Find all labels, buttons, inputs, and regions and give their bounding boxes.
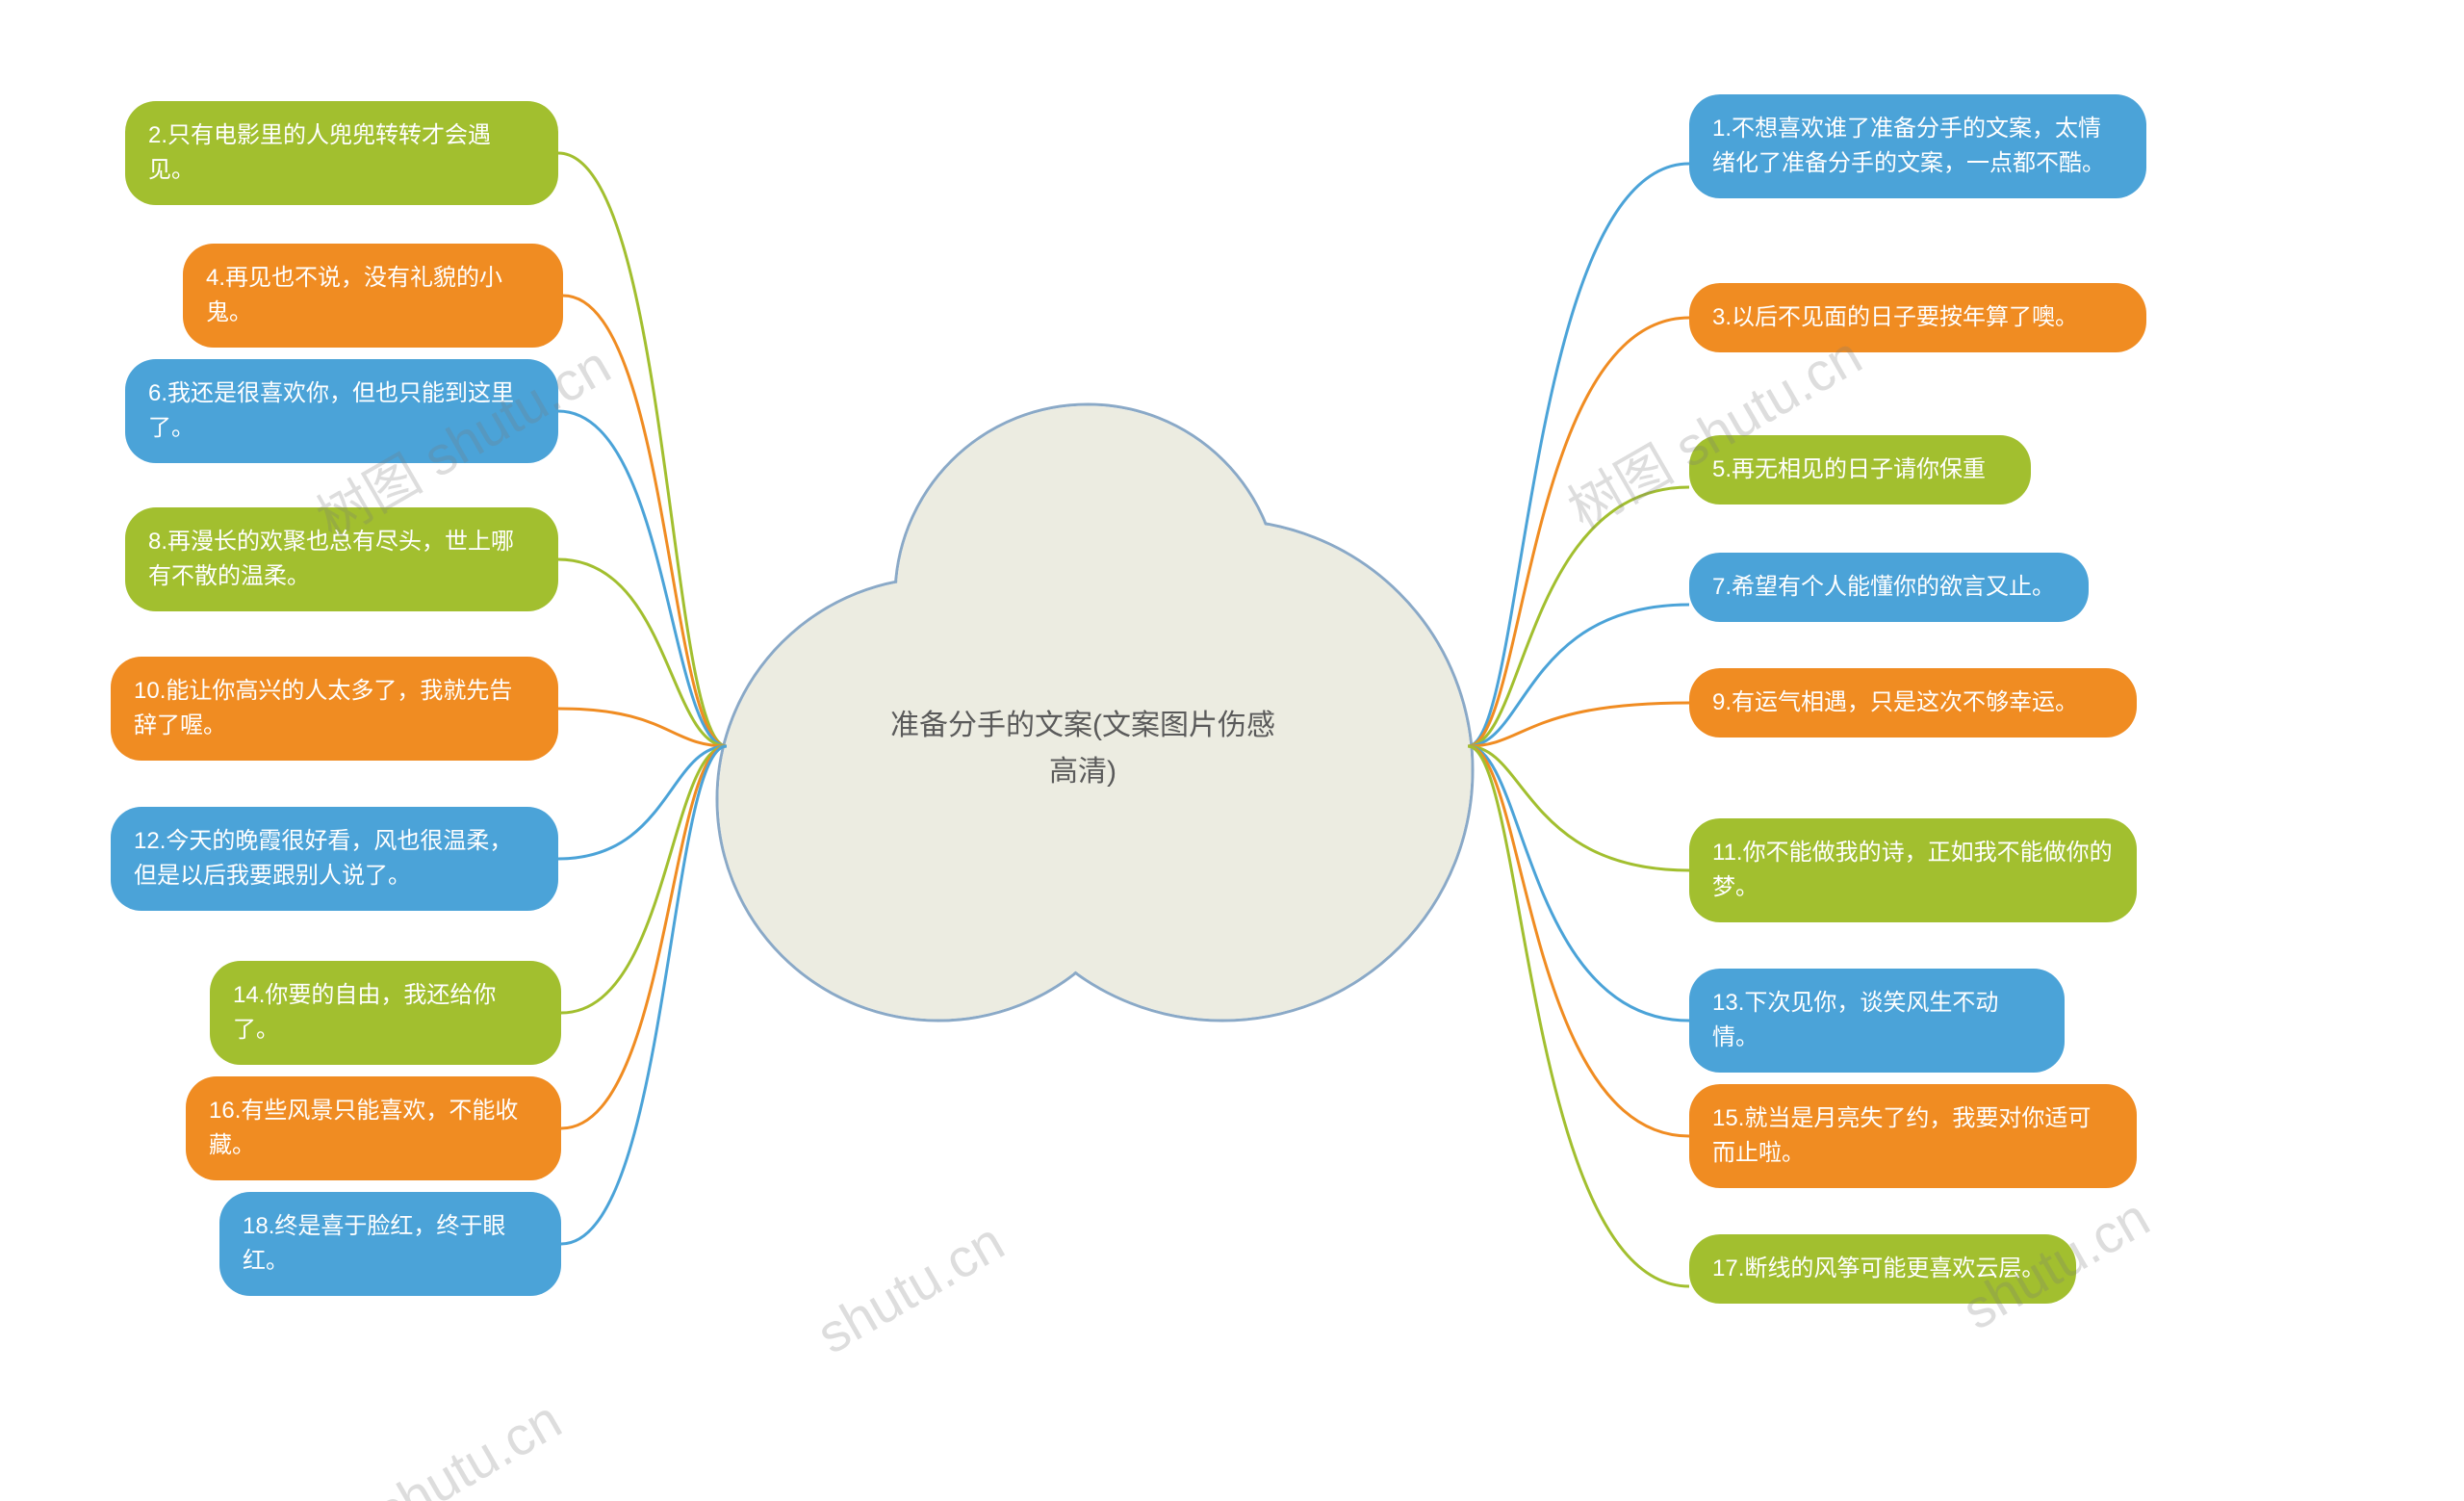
connector-left bbox=[561, 746, 727, 1128]
connector-right bbox=[1468, 487, 1689, 746]
connector-right bbox=[1468, 746, 1689, 870]
connector-left bbox=[558, 559, 727, 746]
connector-right bbox=[1468, 746, 1689, 1021]
right-node-8-text: 17.断线的风筝可能更喜欢云层。 bbox=[1712, 1255, 2044, 1281]
connector-right bbox=[1468, 703, 1689, 746]
right-node-3: 7.希望有个人能懂你的欲言又止。 bbox=[1689, 553, 2089, 622]
right-node-0-text: 1.不想喜欢谁了准备分手的文案，太情绪化了准备分手的文案，一点都不酷。 bbox=[1712, 116, 2105, 176]
right-node-7-text: 15.就当是月亮失了约，我要对你适可而止啦。 bbox=[1712, 1105, 2091, 1166]
connector-left bbox=[561, 746, 727, 1013]
right-node-3-text: 7.希望有个人能懂你的欲言又止。 bbox=[1712, 574, 2055, 600]
left-node-4: 10.能让你高兴的人太多了，我就先告辞了喔。 bbox=[111, 657, 558, 761]
left-node-3-text: 8.再漫长的欢聚也总有尽头，世上哪有不散的温柔。 bbox=[148, 529, 514, 589]
left-node-6: 14.你要的自由，我还给你了。 bbox=[210, 961, 561, 1065]
left-node-2-text: 6.我还是很喜欢你，但也只能到这里了。 bbox=[148, 380, 514, 441]
left-node-1-text: 4.再见也不说，没有礼貌的小鬼。 bbox=[206, 265, 502, 325]
right-node-2-text: 5.再无相见的日子请你保重 bbox=[1712, 456, 1986, 482]
right-node-5-text: 11.你不能做我的诗，正如我不能做你的梦。 bbox=[1712, 840, 2113, 900]
left-node-0: 2.只有电影里的人兜兜转转才会遇见。 bbox=[125, 101, 558, 205]
left-node-2: 6.我还是很喜欢你，但也只能到这里了。 bbox=[125, 359, 558, 463]
left-node-8: 18.终是喜于脸红，终于眼红。 bbox=[219, 1192, 561, 1296]
center-node: 准备分手的文案(文案图片伤感高清) bbox=[890, 703, 1275, 795]
connector-left bbox=[558, 746, 727, 859]
left-node-0-text: 2.只有电影里的人兜兜转转才会遇见。 bbox=[148, 122, 491, 183]
connector-right bbox=[1468, 164, 1689, 746]
connector-left bbox=[558, 709, 727, 746]
right-node-4: 9.有运气相遇，只是这次不够幸运。 bbox=[1689, 668, 2137, 738]
connector-left bbox=[563, 296, 727, 746]
left-node-8-text: 18.终是喜于脸红，终于眼红。 bbox=[243, 1213, 505, 1274]
left-node-7: 16.有些风景只能喜欢，不能收藏。 bbox=[186, 1076, 561, 1180]
right-node-0: 1.不想喜欢谁了准备分手的文案，太情绪化了准备分手的文案，一点都不酷。 bbox=[1689, 94, 2146, 198]
connector-left bbox=[558, 411, 727, 746]
right-node-8: 17.断线的风筝可能更喜欢云层。 bbox=[1689, 1234, 2076, 1304]
right-node-6: 13.下次见你，谈笑风生不动情。 bbox=[1689, 969, 2065, 1073]
left-node-5: 12.今天的晚霞很好看，风也很温柔，但是以后我要跟别人说了。 bbox=[111, 807, 558, 911]
right-node-1: 3.以后不见面的日子要按年算了噢。 bbox=[1689, 283, 2146, 352]
connector-left bbox=[558, 153, 727, 746]
right-node-4-text: 9.有运气相遇，只是这次不够幸运。 bbox=[1712, 689, 2078, 715]
left-node-1: 4.再见也不说，没有礼貌的小鬼。 bbox=[183, 244, 563, 348]
right-node-5: 11.你不能做我的诗，正如我不能做你的梦。 bbox=[1689, 818, 2137, 922]
right-node-7: 15.就当是月亮失了约，我要对你适可而止啦。 bbox=[1689, 1084, 2137, 1188]
connector-left bbox=[561, 746, 727, 1244]
right-node-1-text: 3.以后不见面的日子要按年算了噢。 bbox=[1712, 304, 2078, 330]
connector-right bbox=[1468, 746, 1689, 1286]
connector-right bbox=[1468, 746, 1689, 1136]
right-node-2: 5.再无相见的日子请你保重 bbox=[1689, 435, 2031, 505]
connector-right bbox=[1468, 318, 1689, 746]
left-node-7-text: 16.有些风景只能喜欢，不能收藏。 bbox=[209, 1098, 518, 1158]
left-node-3: 8.再漫长的欢聚也总有尽头，世上哪有不散的温柔。 bbox=[125, 507, 558, 611]
mindmap-canvas: 准备分手的文案(文案图片伤感高清) 2.只有电影里的人兜兜转转才会遇见。 4.再见… bbox=[0, 0, 2464, 1501]
left-node-5-text: 12.今天的晚霞很好看，风也很温柔，但是以后我要跟别人说了。 bbox=[134, 828, 512, 889]
center-node-text: 准备分手的文案(文案图片伤感高清) bbox=[890, 710, 1275, 788]
left-node-4-text: 10.能让你高兴的人太多了，我就先告辞了喔。 bbox=[134, 678, 512, 738]
watermark-2: shutu.cn bbox=[807, 1209, 1014, 1365]
watermark-4: shutu.cn bbox=[364, 1387, 572, 1501]
connector-right bbox=[1468, 605, 1689, 746]
left-node-6-text: 14.你要的自由，我还给你了。 bbox=[233, 982, 496, 1043]
right-node-6-text: 13.下次见你，谈笑风生不动情。 bbox=[1712, 990, 1998, 1050]
